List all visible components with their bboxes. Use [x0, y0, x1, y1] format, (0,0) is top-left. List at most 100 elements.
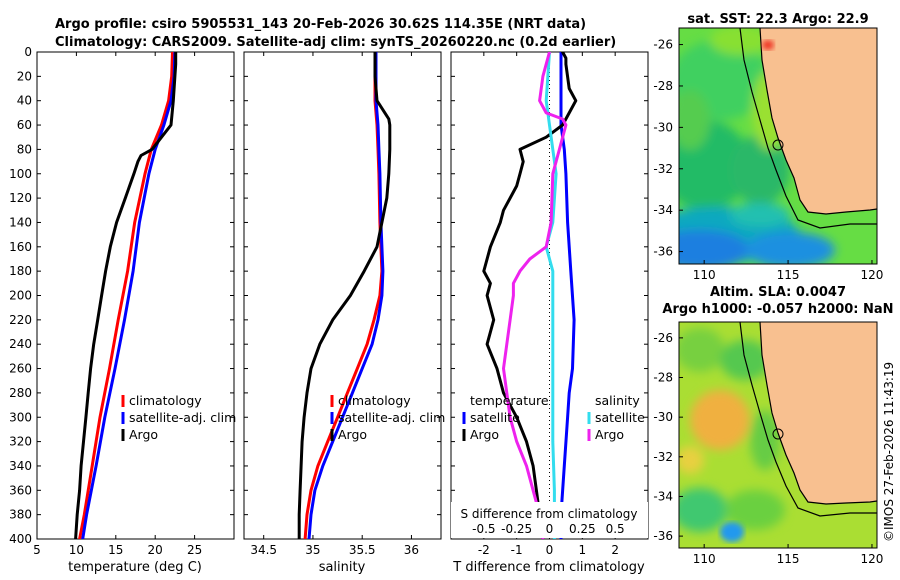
x-tick-label: 35.5 — [349, 543, 376, 557]
y-tick-label: 40 — [17, 94, 32, 108]
x-tick-label: -2 — [478, 543, 490, 557]
title-line-2: Climatology: CARS2009. Satellite-adj cli… — [55, 35, 616, 50]
map-x-tick-label: 110 — [693, 552, 716, 566]
map-x-tick-label: 115 — [777, 552, 800, 566]
s-tick-label: -0.5 — [472, 522, 495, 536]
y-tick-label: 160 — [9, 240, 32, 254]
x-tick-label: 25 — [187, 543, 202, 557]
sla-map-title-2: Argo h1000: -0.057 h2000: NaN — [662, 302, 893, 317]
legend-argo: Argo — [129, 427, 158, 442]
x-tick-label: 35 — [305, 543, 320, 557]
legend-satellite: satellite-adj. clim — [129, 410, 236, 425]
sla-map: Altim. SLA: 0.0047 Argo h1000: -0.057 h2… — [653, 285, 893, 566]
y-tick-label: 400 — [9, 532, 32, 546]
legend-s-satellite: satellite — [595, 410, 645, 425]
y-tick-label: 100 — [9, 167, 32, 181]
difference-panel: -2 -1 0 1 2 T difference from climatology S … — [450, 51, 649, 575]
x-tick-label: 2 — [611, 543, 619, 557]
map-y-tick-label: -30 — [653, 120, 673, 134]
map-x-tick-label: 120 — [861, 552, 884, 566]
sst-map-image — [679, 28, 877, 264]
s-tick-label: 0.5 — [606, 522, 625, 536]
y-tick-label: 20 — [17, 69, 32, 83]
imos-watermark: ©IMOS 27-Feb-2026 11:43:19 — [882, 361, 896, 542]
x-tick-label: 10 — [69, 543, 84, 557]
y-tick-label: 80 — [17, 142, 32, 156]
y-tick-label: 380 — [9, 508, 32, 522]
difference-legend: temperature satellite Argo salinity sate… — [462, 393, 645, 442]
salinity-axes — [243, 51, 442, 540]
sst-map-title: sat. SST: 22.3 Argo: 22.9 — [687, 12, 868, 27]
y-tick-label: 120 — [9, 191, 32, 205]
x-tick-label: 1 — [579, 543, 587, 557]
legend-climatology: climatology — [129, 393, 202, 408]
legend-satellite: satellite-adj. clim — [338, 410, 445, 425]
legend-argo: Argo — [338, 427, 367, 442]
map-y-tick-label: -32 — [653, 450, 673, 464]
series-line-t-argo — [482, 52, 578, 539]
series-line-argo — [297, 52, 392, 539]
salinity-panel: 34.5 35 35.5 36 salinity climatology satell… — [243, 51, 445, 575]
map-x-tick-label: 110 — [693, 268, 716, 282]
y-tick-label: 240 — [9, 337, 32, 351]
y-tick-label: 220 — [9, 313, 32, 327]
map-x-tick-label: 115 — [777, 268, 800, 282]
y-tick-label: 0 — [24, 45, 32, 59]
salinity-xlabel: salinity — [319, 560, 366, 575]
y-tick-label: 60 — [17, 118, 32, 132]
difference-xlabel: T difference from climatology — [452, 560, 645, 575]
y-tick-label: 320 — [9, 435, 32, 449]
x-tick-label: 34.5 — [250, 543, 277, 557]
legend-s-argo: Argo — [595, 427, 624, 442]
y-tick-label: 140 — [9, 215, 32, 229]
legend-t-satellite: satellite — [470, 410, 520, 425]
series-line-t-satellite — [559, 52, 576, 539]
map-y-tick-label: -36 — [653, 245, 673, 259]
y-tick-label: 180 — [9, 264, 32, 278]
x-tick-label: 15 — [108, 543, 123, 557]
series-line-argo — [74, 52, 178, 539]
series-line-satellite-adj-clim — [307, 52, 385, 539]
y-tick-label: 200 — [9, 289, 32, 303]
map-y-tick-label: -26 — [653, 331, 673, 345]
y-tick-label: 340 — [9, 459, 32, 473]
x-tick-label: 20 — [148, 543, 163, 557]
legend-salinity-header: salinity — [595, 393, 640, 408]
salinity-legend: climatology satellite-adj. clim Argo — [330, 393, 445, 442]
map-y-tick-label: -28 — [653, 371, 673, 385]
temperature-axes — [36, 51, 235, 540]
s-difference-label: S difference from climatology — [461, 507, 638, 521]
s-tick-label: 0.25 — [569, 522, 596, 536]
legend-temperature-header: temperature — [470, 393, 549, 408]
series-line-satellite-adj-clim — [81, 52, 177, 539]
map-y-tick-label: -34 — [653, 203, 673, 217]
legend-t-argo: Argo — [470, 427, 499, 442]
map-y-tick-label: -28 — [653, 79, 673, 93]
map-y-tick-label: -32 — [653, 162, 673, 176]
temperature-xlabel: temperature (deg C) — [68, 560, 202, 575]
x-tick-label: 0 — [546, 543, 554, 557]
sst-map-frame — [678, 27, 878, 265]
legend-climatology: climatology — [338, 393, 411, 408]
s-tick-label: 0 — [546, 522, 554, 536]
map-y-tick-label: -30 — [653, 410, 673, 424]
sla-map-image — [679, 322, 877, 548]
temperature-panel: 5 10 15 20 25 0 20 40 60 80 100 120 140 160 180 200 220 2… — [9, 45, 236, 575]
x-tick-label: 36 — [404, 543, 419, 557]
y-tick-label: 300 — [9, 410, 32, 424]
title-line-1: Argo profile: csiro 5905531_143 20-Feb-2… — [55, 17, 586, 32]
sst-map: sat. SST: 22.3 Argo: 22.9 110 115 120 — [653, 12, 884, 282]
x-tick-label: 5 — [33, 543, 41, 557]
sla-map-title-1: Altim. SLA: 0.0047 — [710, 285, 846, 300]
map-y-tick-label: -34 — [653, 489, 673, 503]
series-line-s-satellite — [544, 52, 558, 539]
series-line-s-argo — [502, 52, 568, 539]
map-y-tick-label: -26 — [653, 38, 673, 52]
y-tick-label: 280 — [9, 386, 32, 400]
y-tick-label: 260 — [9, 362, 32, 376]
series-line-climatology — [78, 52, 174, 539]
sla-map-frame — [678, 321, 878, 549]
map-x-tick-label: 120 — [861, 268, 884, 282]
s-axis-backdrop — [451, 502, 648, 538]
